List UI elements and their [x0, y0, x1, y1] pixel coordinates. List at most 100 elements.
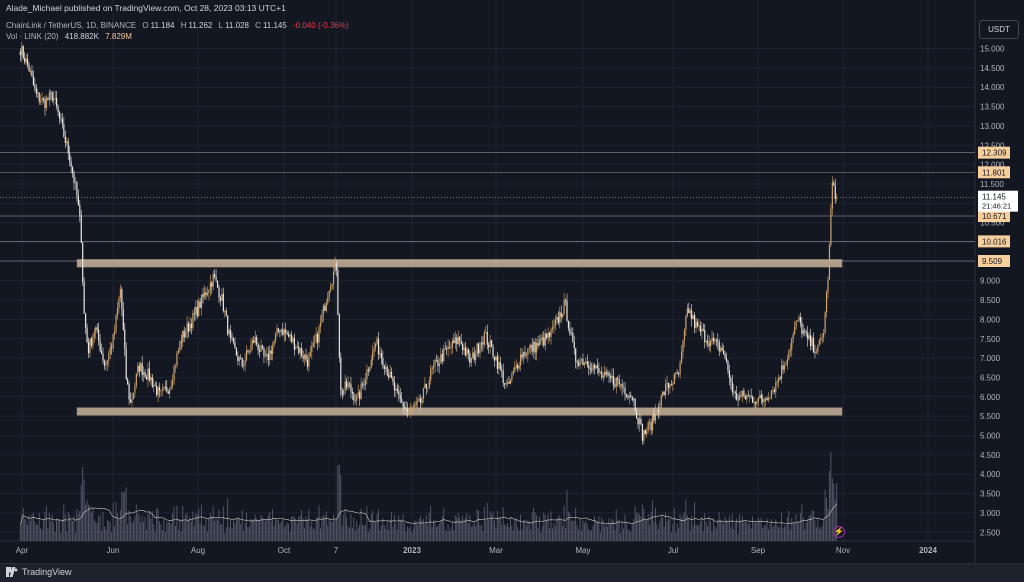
candle-body [821, 337, 823, 339]
volume-bar [628, 530, 630, 541]
volume-bar [51, 514, 53, 541]
volume-indicator-name[interactable]: Vol · LINK (20) [6, 32, 59, 41]
candle-body [746, 395, 748, 400]
candle-body [535, 343, 538, 353]
candle-body [93, 332, 95, 337]
volume-bar [30, 521, 31, 541]
candle-body [433, 364, 435, 368]
candle-body [118, 297, 120, 309]
volume-bar [324, 515, 326, 541]
volume-bar [756, 520, 758, 541]
candle-body [467, 349, 470, 354]
volume-bar [789, 529, 791, 541]
high-value: 11.262 [188, 21, 213, 30]
volume-bar [86, 500, 88, 541]
volume-bar [320, 528, 321, 541]
volume-bar [283, 526, 285, 541]
volume-bar [547, 513, 549, 541]
y-tick-label: 6.500 [980, 373, 1001, 382]
volume-bar [630, 531, 632, 541]
candle-body [288, 334, 290, 337]
candle-body [518, 365, 520, 369]
volume-bar [462, 515, 464, 541]
volume-bar [375, 521, 377, 541]
candle-body [666, 382, 668, 384]
candle-body [733, 391, 735, 393]
volume-bar [89, 506, 91, 541]
volume-bar [330, 520, 332, 541]
candle-body [324, 305, 326, 311]
volume-bar [610, 522, 611, 541]
candle-body [431, 367, 433, 370]
volume-bar [498, 517, 500, 541]
candle-body [499, 362, 501, 369]
volume-bar [644, 518, 646, 541]
currency-button[interactable]: USDT [979, 20, 1019, 39]
volume-bar [676, 523, 678, 541]
volume-bar [538, 516, 540, 541]
volume-bar [583, 523, 585, 541]
volume-bar [636, 513, 638, 541]
volume-bar [176, 505, 178, 541]
candle-body [550, 329, 552, 337]
candle-body [667, 382, 670, 388]
candle-body [688, 308, 690, 314]
volume-bar [641, 504, 643, 541]
volume-bar [697, 525, 698, 541]
candle-body [383, 365, 385, 369]
volume-bar [765, 525, 767, 541]
volume-bar [92, 507, 94, 541]
volume-bar [206, 531, 208, 541]
candle-body [759, 394, 761, 398]
volume-bar [64, 514, 66, 541]
candle-body [812, 337, 815, 353]
volume-bar [121, 491, 123, 541]
volume-bar [507, 522, 508, 541]
volume-bar [302, 517, 304, 541]
volume-bar [385, 528, 387, 541]
candle-body [631, 396, 633, 401]
candle-body [654, 411, 657, 421]
tradingview-logo-icon[interactable] [6, 567, 20, 577]
candle-body [186, 323, 188, 333]
volume-bar [233, 520, 234, 541]
candle-body [418, 398, 420, 402]
volume-bar [293, 517, 295, 541]
candle-body [767, 398, 770, 401]
candle-body [267, 353, 269, 361]
candle-body [612, 375, 615, 385]
candle-body [377, 338, 380, 355]
volume-bar [214, 521, 216, 541]
volume-bar [428, 512, 430, 541]
candle-body [285, 329, 287, 334]
volume-bar [170, 523, 172, 541]
price-chart[interactable]: 15.000 14.500 14.000 13.500 13.000 12.500 12.0… [0, 0, 1024, 563]
volume-bar [166, 522, 168, 541]
candle-body [817, 344, 819, 352]
volume-bar [749, 522, 751, 541]
candle-body [64, 137, 66, 143]
candle-body [798, 317, 800, 321]
volume-bar [251, 520, 253, 541]
volume-bar [237, 516, 239, 541]
volume-bar [517, 527, 519, 541]
volume-bar [778, 527, 780, 541]
candle-body [611, 375, 613, 379]
volume-bar [392, 526, 394, 541]
candle-body [699, 325, 702, 332]
candle-body [57, 106, 59, 113]
volume-bar [592, 525, 594, 541]
volume-bar [106, 520, 108, 541]
lightning-icon[interactable]: ⚡ [833, 526, 845, 538]
tradingview-brand[interactable]: TradingView [22, 567, 72, 577]
candle-body [820, 338, 822, 341]
candle-body [276, 328, 278, 335]
symbol-name[interactable]: ChainLink / TetherUS, 1D, BINANCE [6, 21, 137, 30]
candle-body [731, 382, 733, 392]
candle-body [82, 242, 84, 282]
volume-bar [407, 526, 408, 541]
candle-body [270, 350, 272, 354]
candle-body [85, 313, 87, 328]
y-tick-label: 12.500 [980, 141, 1005, 150]
candle-body [160, 390, 162, 392]
